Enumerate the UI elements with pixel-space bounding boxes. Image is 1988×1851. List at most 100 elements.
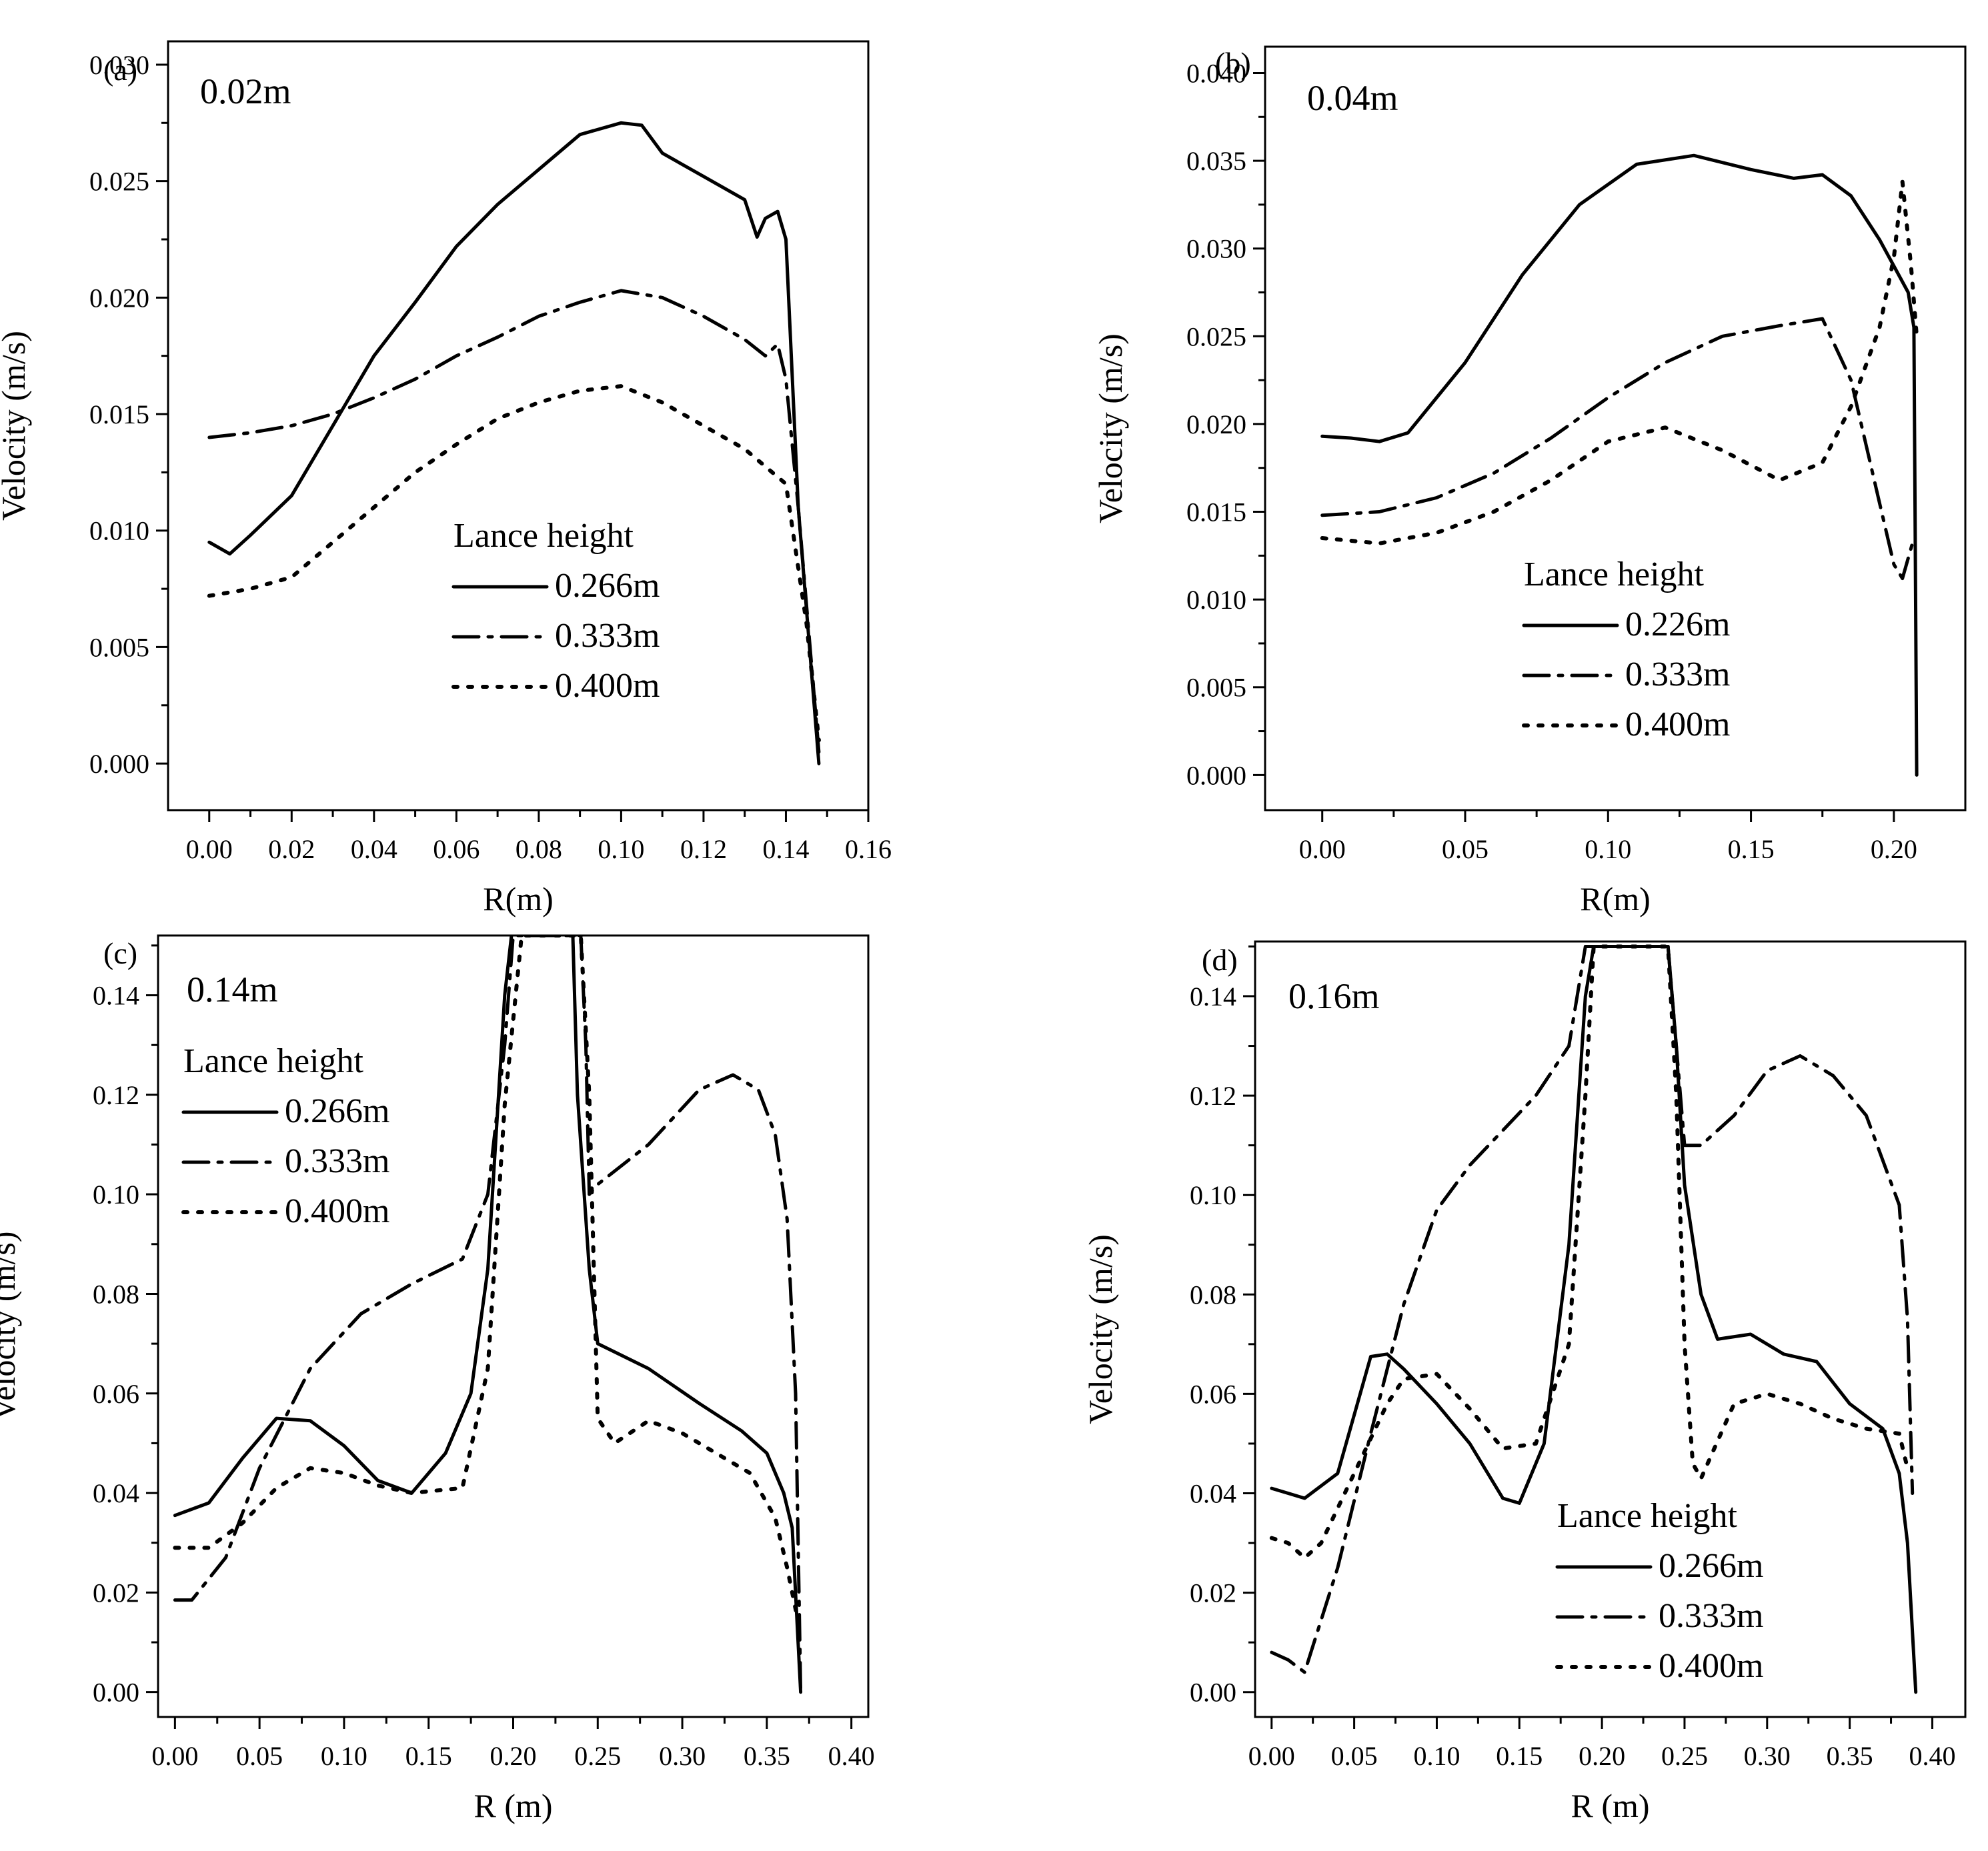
series-line-0.266m (173, 936, 803, 1694)
series-line-0.266m (1270, 945, 1918, 1694)
series-line-0.333m (173, 936, 803, 1694)
series-line-0.400m (1320, 179, 1919, 545)
y-tick-label: 0.02 (93, 1578, 139, 1608)
legend-label: 0.333m (555, 617, 660, 655)
y-tick-label: 0.000 (89, 749, 149, 779)
legend-label: 0.333m (1659, 1597, 1763, 1635)
y-tick-label: 0.06 (1190, 1379, 1236, 1409)
legend-label: 0.226m (1625, 605, 1730, 643)
x-axis-title: R (m) (473, 1787, 552, 1824)
y-tick-label: 0.000 (1186, 760, 1246, 790)
plot-frame (1254, 940, 1967, 1718)
panel-tag: (a) (103, 53, 137, 87)
y-tick-label: 0.00 (93, 1678, 139, 1708)
panel-a: 0.00 0.02 0.04 0.06 0.08 0.10 0.12 0.14 0.16 0.00… (0, 40, 892, 917)
y-axis-title: Velocity (m/s) (1082, 1234, 1119, 1424)
x-axis-title: R(m) (483, 880, 554, 917)
x-tick-label: 0.10 (598, 834, 644, 864)
plot-frame (1264, 45, 1967, 811)
x-tick-label: 0.15 (405, 1741, 452, 1771)
x-tick-label: 0.10 (321, 1741, 367, 1771)
x-tick-label: 0.20 (1871, 834, 1917, 864)
legend-label: 0.400m (1659, 1647, 1763, 1685)
x-tick-label: 0.14 (762, 834, 809, 864)
x-tick-label: 0.10 (1585, 834, 1631, 864)
x-tick-label: 0.00 (186, 834, 233, 864)
panel-tag: (b) (1215, 46, 1251, 80)
y-tick-label: 0.020 (89, 283, 149, 313)
y-tick-label: 0.10 (93, 1180, 139, 1210)
panel-tag: (d) (1202, 943, 1238, 977)
y-tick-label: 0.04 (1190, 1479, 1236, 1509)
legend-label: 0.400m (1625, 705, 1730, 743)
y-tick-label: 0.08 (1190, 1280, 1236, 1310)
y-tick-label: 0.030 (89, 50, 149, 80)
x-axis-title: R (m) (1571, 1787, 1649, 1824)
x-tick-label: 0.20 (1579, 1741, 1625, 1771)
y-axis-title: Velocity (m/s) (0, 1232, 22, 1422)
x-tick-label: 0.40 (1909, 1741, 1955, 1771)
y-tick-label: 0.040 (1186, 58, 1246, 88)
y-tick-label: 0.025 (1186, 321, 1246, 351)
legend-title: Lance height (453, 517, 634, 555)
x-tick-label: 0.30 (1744, 1741, 1791, 1771)
y-tick-label: 0.08 (93, 1279, 139, 1309)
x-tick-label: 0.35 (744, 1741, 790, 1771)
y-tick-label: 0.12 (1190, 1081, 1236, 1111)
series-line-0.226m (1320, 153, 1919, 777)
depth-label: 0.04m (1307, 78, 1398, 118)
series-line-0.266m (207, 121, 821, 765)
panel-tag: (c) (103, 936, 137, 970)
x-tick-label: 0.16 (845, 834, 892, 864)
x-tick-label: 0.25 (574, 1741, 621, 1771)
x-tick-label: 0.30 (659, 1741, 706, 1771)
x-tick-label: 0.02 (268, 834, 315, 864)
legend-label: 0.333m (285, 1142, 389, 1180)
y-tick-label: 0.030 (1186, 234, 1246, 264)
y-tick-label: 0.025 (89, 167, 149, 197)
x-tick-label: 0.20 (490, 1741, 537, 1771)
series-line-0.400m (173, 936, 800, 1620)
series-line-0.400m (207, 384, 821, 743)
plot-frame (167, 40, 870, 811)
series-line-0.400m (1269, 944, 1910, 1560)
y-tick-label: 0.12 (93, 1080, 139, 1110)
legend-label: 0.400m (555, 667, 660, 705)
y-tick-label: 0.005 (89, 632, 149, 662)
legend-title: Lance height (1557, 1497, 1738, 1535)
y-tick-label: 0.005 (1186, 673, 1246, 703)
x-tick-label: 0.15 (1496, 1741, 1543, 1771)
panel-b: 0.00 0.05 0.10 0.15 0.20 0.000 0.005 0.010 0.015… (1092, 45, 1967, 917)
x-tick-label: 0.12 (680, 834, 727, 864)
series-line-0.333m (1320, 317, 1916, 581)
x-tick-label: 0.05 (236, 1741, 283, 1771)
legend-label: 0.266m (555, 567, 660, 605)
legend-label: 0.333m (1625, 655, 1730, 693)
legend-title: Lance height (183, 1042, 364, 1080)
y-axis-title: Velocity (m/s) (0, 331, 32, 521)
y-tick-label: 0.00 (1190, 1678, 1236, 1708)
x-tick-label: 0.05 (1442, 834, 1488, 864)
y-tick-label: 0.06 (93, 1379, 139, 1409)
y-tick-label: 0.04 (93, 1478, 139, 1508)
x-tick-label: 0.08 (516, 834, 562, 864)
y-tick-label: 0.010 (1186, 585, 1246, 615)
depth-label: 0.02m (200, 71, 291, 111)
y-tick-label: 0.010 (89, 516, 149, 546)
x-tick-label: 0.00 (151, 1741, 198, 1771)
x-tick-label: 0.25 (1661, 1741, 1708, 1771)
x-tick-label: 0.35 (1827, 1741, 1873, 1771)
y-tick-label: 0.015 (1186, 497, 1246, 527)
y-tick-label: 0.015 (89, 399, 149, 429)
depth-label: 0.16m (1288, 976, 1380, 1016)
series-line-0.333m (1270, 945, 1915, 1674)
series-line-0.333m (207, 289, 821, 754)
depth-label: 0.14m (187, 970, 278, 1010)
panel-d: 0.00 0.05 0.10 0.15 0.20 0.25 0.30 0.35 0.40 0.00… (1082, 940, 1967, 1824)
y-tick-label: 0.14 (1190, 982, 1236, 1012)
legend-title: Lance height (1524, 555, 1705, 593)
x-tick-label: 0.04 (351, 834, 397, 864)
y-tick-label: 0.10 (1190, 1180, 1236, 1210)
x-tick-label: 0.00 (1299, 834, 1346, 864)
